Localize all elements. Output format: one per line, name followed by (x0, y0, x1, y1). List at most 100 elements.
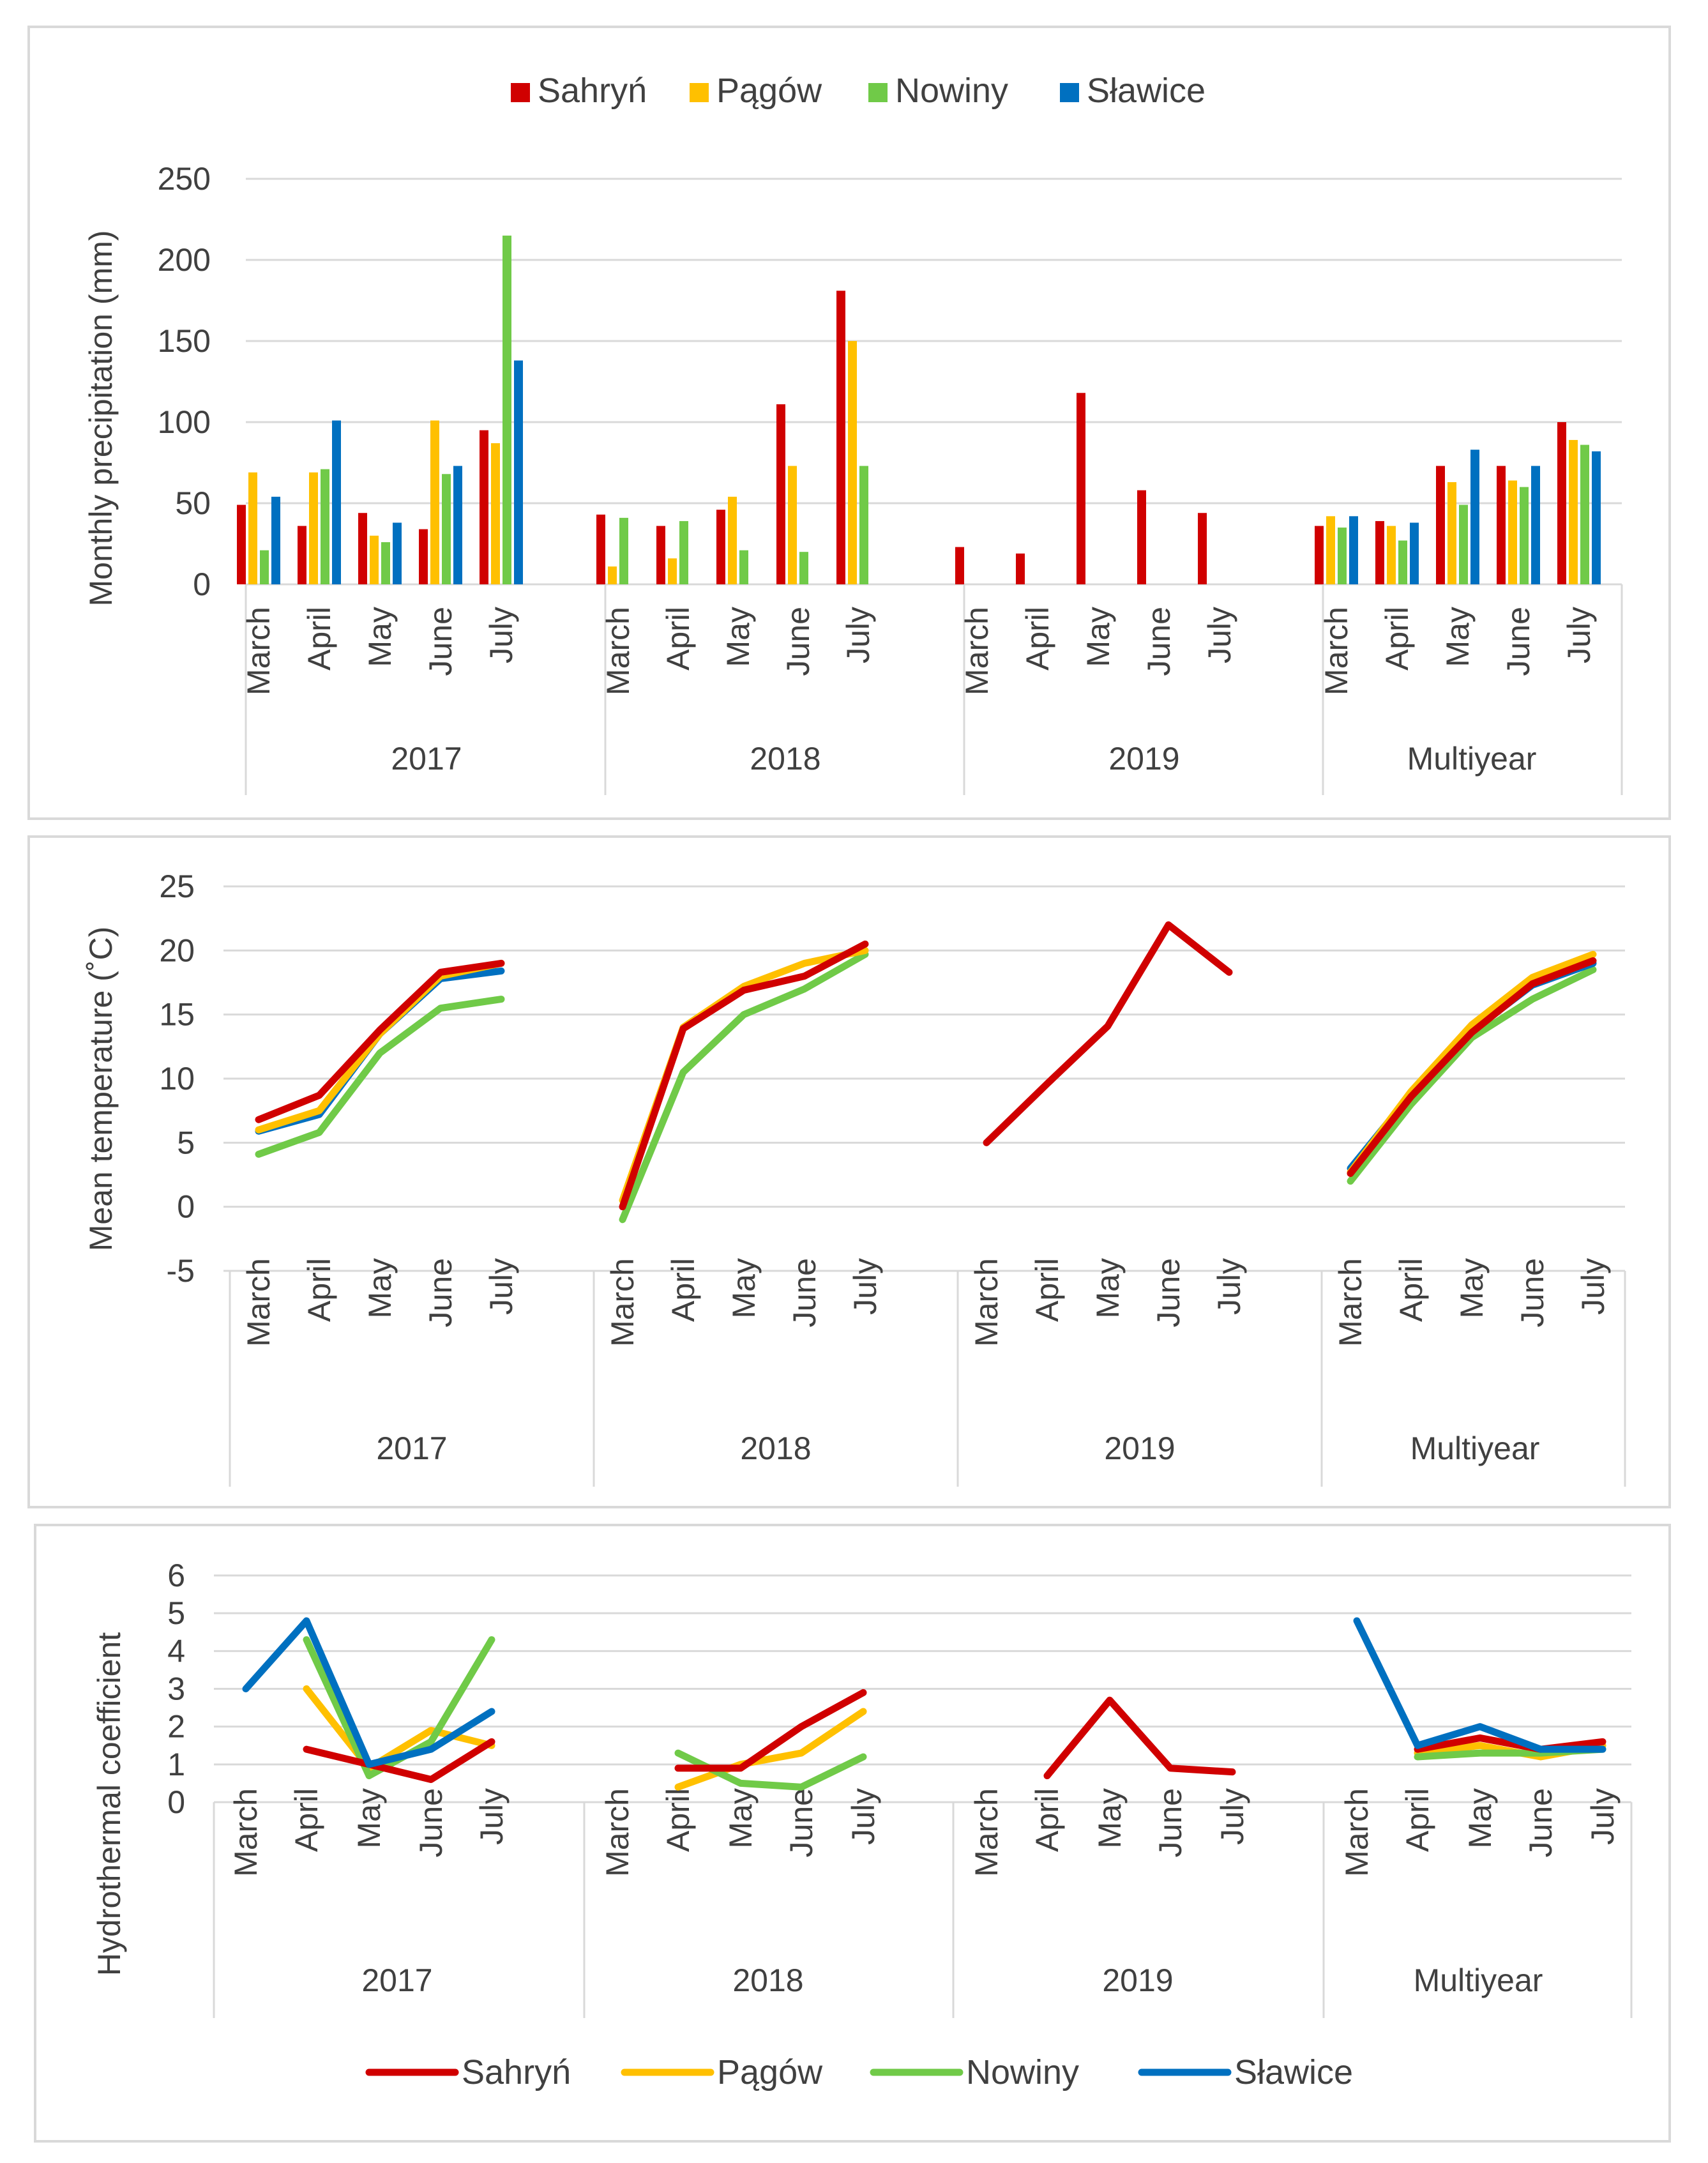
month-label: May (726, 1258, 762, 1318)
group-label: 2018 (732, 1962, 803, 1998)
bar-sahryn (955, 547, 964, 584)
bar-slawice (271, 496, 280, 584)
y-tick-label: 5 (167, 1595, 185, 1631)
bar-slawice (1470, 450, 1479, 584)
bar-slawice (1592, 451, 1601, 584)
bar-sahryn (1198, 513, 1207, 584)
bar-sahryn (836, 291, 845, 584)
month-label: June (423, 1258, 458, 1327)
bar-nowiny (739, 550, 748, 584)
y-axis-title: Hydrothermal coefficient (91, 1632, 127, 1976)
month-label: April (1029, 1258, 1065, 1322)
month-label: March (600, 607, 636, 695)
month-label: March (1339, 1788, 1375, 1877)
group-label: Multiyear (1410, 1431, 1540, 1466)
bar-slawice (1410, 522, 1419, 584)
month-label: June (1153, 1788, 1188, 1857)
month-label: May (1090, 1258, 1126, 1318)
chart-frame (34, 1524, 1671, 2143)
month-label: June (783, 1788, 819, 1857)
bar-pagow (788, 466, 797, 584)
month-label: March (959, 607, 995, 695)
y-tick-label: 0 (177, 1189, 195, 1225)
month-label: May (723, 1788, 759, 1848)
bar-nowiny (260, 550, 269, 584)
month-label: March (1333, 1258, 1368, 1347)
group-label: 2017 (376, 1431, 447, 1466)
month-label: March (241, 1258, 276, 1347)
month-label: June (413, 1788, 449, 1857)
legend-label-sahryn: Sahryń (462, 2053, 571, 2091)
y-axis-title: Monthly precipitation (mm) (83, 230, 119, 606)
y-tick-label: 150 (158, 323, 211, 359)
bar-sahryn (1497, 466, 1506, 584)
bar-nowiny (1520, 487, 1529, 584)
y-tick-label: 4 (167, 1633, 185, 1669)
bar-nowiny (503, 235, 511, 584)
y-axis-title: Mean temperature (˚C) (83, 927, 119, 1252)
month-label: March (969, 1788, 1004, 1877)
month-label: June (787, 1258, 822, 1327)
y-tick-label: 25 (159, 869, 195, 904)
month-label: May (1440, 607, 1476, 667)
bar-sahryn (480, 430, 488, 584)
month-label: April (665, 1258, 701, 1322)
line-nowiny-2018 (619, 950, 869, 1224)
line-sahryn-2017 (255, 959, 505, 1123)
line-sahryn-2018 (619, 940, 869, 1211)
month-label: July (474, 1788, 510, 1845)
month-label: July (1561, 607, 1597, 664)
bar-sahryn (1137, 490, 1146, 584)
bar-pagow (1326, 516, 1335, 584)
bar-slawice (514, 360, 523, 584)
bar-nowiny (619, 517, 628, 584)
legend-label-nowiny: Nowiny (966, 2053, 1079, 2091)
line-pagow-2018 (674, 1708, 867, 1791)
bar-sahryn (1557, 422, 1566, 584)
bar-sahryn (1315, 526, 1324, 584)
month-label: March (241, 607, 276, 695)
bar-pagow (668, 558, 677, 584)
y-tick-label: 10 (159, 1061, 195, 1097)
bar-sahryn (1077, 393, 1085, 584)
line-nowiny-multiyear (1347, 966, 1597, 1185)
group-label: 2019 (1104, 1431, 1175, 1466)
bar-sahryn (1375, 520, 1384, 584)
y-tick-label: 50 (175, 485, 211, 521)
line-sahryn-2018 (674, 1689, 867, 1772)
line-pagow-2017 (303, 1685, 495, 1772)
bar-nowiny (1459, 505, 1468, 584)
y-tick-label: 100 (158, 404, 211, 440)
y-tick-label: 1 (167, 1747, 185, 1782)
bar-slawice (1349, 516, 1358, 584)
month-label: May (1462, 1788, 1498, 1848)
bar-nowiny (321, 469, 329, 584)
month-label: April (301, 607, 337, 671)
month-label: May (720, 607, 756, 667)
month-label: April (660, 607, 696, 671)
bar-nowiny (1580, 444, 1589, 584)
bar-pagow (1387, 526, 1396, 584)
month-label: April (660, 1788, 696, 1852)
month-label: April (1393, 1258, 1429, 1322)
month-label: July (845, 1788, 881, 1845)
bar-sahryn (656, 526, 665, 584)
bar-sahryn (596, 514, 605, 584)
month-label: April (1029, 1788, 1065, 1852)
month-label: March (600, 1788, 635, 1877)
line-sahryn-multiyear (1347, 957, 1597, 1177)
y-tick-label: 2 (167, 1709, 185, 1745)
bar-nowiny (1398, 540, 1407, 584)
month-label: July (483, 607, 519, 664)
month-label: May (1092, 1788, 1128, 1848)
y-tick-label: 6 (167, 1558, 185, 1593)
bar-pagow (248, 472, 257, 584)
month-label: March (228, 1788, 264, 1877)
bar-sahryn (298, 526, 306, 584)
line-sahryn-2019 (1043, 1696, 1236, 1780)
month-label: May (1454, 1258, 1490, 1318)
bar-pagow (848, 341, 857, 584)
bar-pagow (728, 496, 737, 584)
